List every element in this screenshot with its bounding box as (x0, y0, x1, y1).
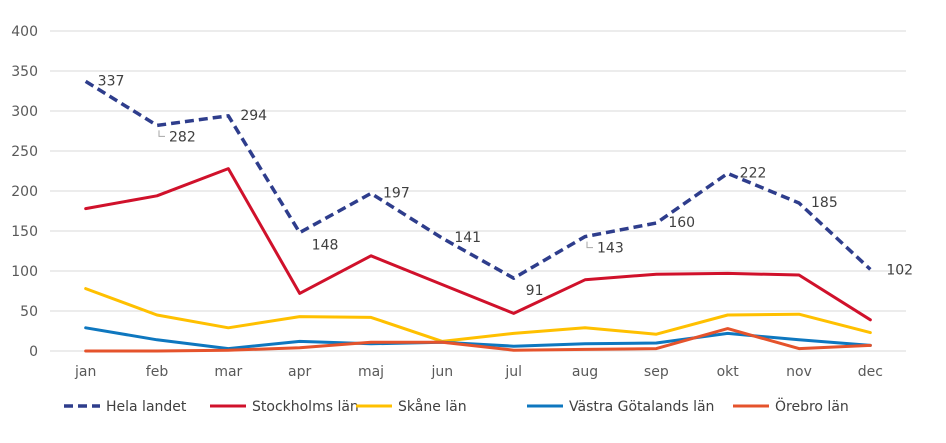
y-tick-label: 300 (11, 104, 38, 120)
y-tick-label: 350 (11, 64, 38, 80)
data-label: 294 (240, 108, 267, 124)
data-label: 185 (811, 195, 838, 211)
series-line-stockholms-l-n (84, 167, 872, 322)
legend-label: Skåne län (398, 398, 467, 415)
label-leader-line (158, 130, 165, 137)
y-tick-label: 250 (11, 144, 38, 160)
series-line-sk-ne-l-n (84, 287, 872, 343)
legend-label: Hela landet (106, 399, 187, 415)
legend-label: Örebro län (775, 397, 849, 415)
gridlines (50, 30, 906, 352)
x-tick-label: nov (786, 364, 812, 380)
data-label: 148 (312, 238, 339, 254)
data-label: 143 (597, 241, 624, 257)
data-label: 160 (668, 215, 695, 231)
x-tick-label: okt (717, 364, 740, 380)
data-label: 222 (740, 165, 767, 181)
series-lines (84, 79, 872, 353)
label-leader-line (586, 241, 593, 249)
legend-label: Stockholms län (252, 399, 359, 415)
x-tick-label: aug (572, 364, 598, 380)
data-labels: 337 282 294 148 197 141 91 143 160 222 185 102 (98, 73, 913, 299)
y-tick-label: 200 (11, 184, 38, 200)
legend: Hela landet Stockholms län Skåne län Västra… (64, 397, 849, 415)
x-axis-tick-labels: jan feb mar apr maj jun jul aug sep okt nov dec (74, 364, 883, 380)
y-tick-label: 0 (29, 344, 38, 360)
legend-label: Västra Götalands län (569, 399, 714, 415)
x-tick-label: dec (858, 364, 883, 380)
x-tick-label: feb (146, 364, 169, 380)
data-label: 91 (526, 283, 544, 299)
data-label: 102 (886, 262, 913, 278)
y-tick-label: 50 (20, 304, 38, 320)
data-label: 282 (169, 129, 196, 145)
x-tick-label: sep (644, 364, 669, 380)
x-tick-label: jul (504, 364, 522, 380)
x-tick-label: jan (74, 364, 96, 380)
x-tick-label: jun (431, 364, 454, 380)
y-axis-tick-labels: 0 50 100 150 200 250 300 350 400 (11, 24, 38, 360)
data-label: 197 (383, 185, 410, 201)
data-label: 141 (454, 230, 481, 246)
series-line-hela-landet (84, 79, 872, 280)
y-tick-label: 400 (11, 24, 38, 40)
y-tick-label: 150 (11, 224, 38, 240)
x-tick-label: maj (358, 364, 384, 380)
x-tick-label: mar (214, 364, 242, 380)
data-label: 337 (98, 73, 125, 89)
x-tick-label: apr (288, 364, 311, 380)
series-line-v-stra-g-talands-l-n (84, 326, 872, 351)
series-line--rebro-l-n (84, 327, 872, 353)
y-tick-label: 100 (11, 264, 38, 280)
